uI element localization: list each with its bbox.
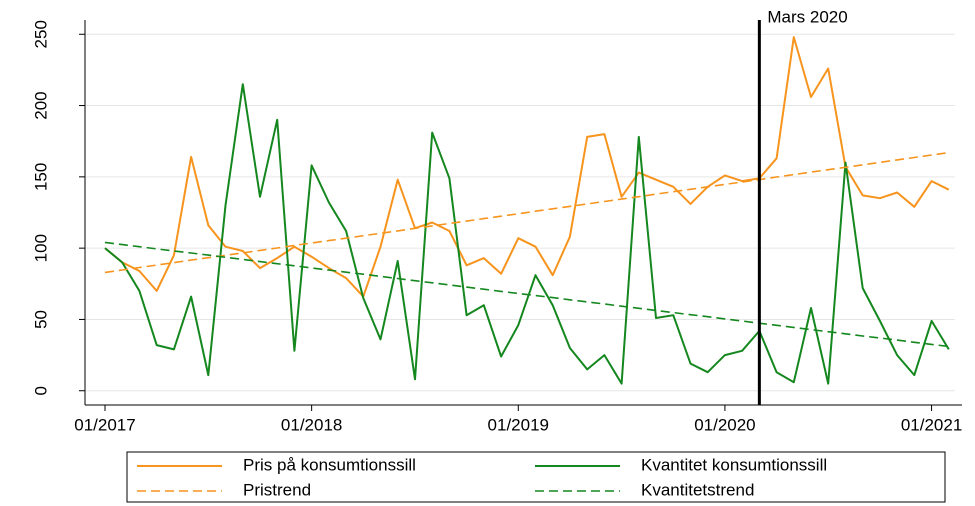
series-line [104,36,950,298]
y-tick-label: 150 [31,163,50,191]
legend-label: Kvantitetstrend [641,480,754,499]
y-tick-label: 50 [31,310,50,329]
y-tick-label: 100 [31,234,50,262]
legend-label: Pris på konsumtionssill [243,455,416,474]
y-tick-label: 250 [31,20,50,48]
y-tick-label: 200 [31,91,50,119]
trend-line [104,241,949,348]
legend-label: Kvantitet konsumtionssill [641,455,827,474]
x-tick-label: 01/2017 [74,415,135,434]
x-tick-label: 01/2020 [694,415,755,434]
annotation: Mars 2020 [767,7,847,26]
x-tick-label: 01/2021 [901,415,962,434]
x-tick-label: 01/2018 [281,415,342,434]
x-tick-label: 01/2019 [488,415,549,434]
y-tick-label: 0 [31,386,50,395]
legend-box [126,451,946,503]
legend-label: Pristrend [243,480,311,499]
trend-line [104,151,949,274]
series-line [104,83,950,385]
